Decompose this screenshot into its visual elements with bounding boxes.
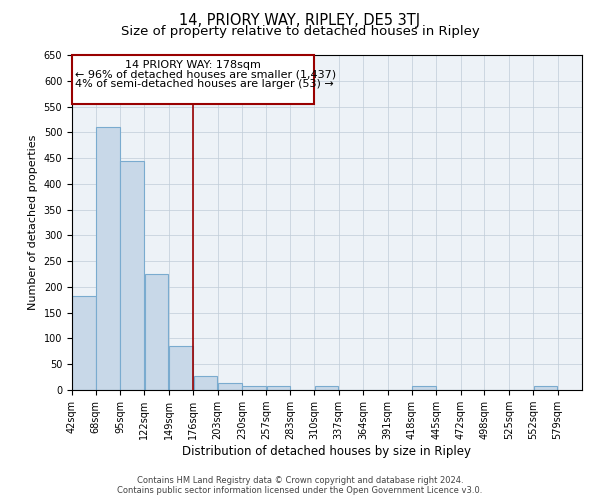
Bar	[315, 386, 338, 390]
Bar	[267, 386, 290, 390]
Bar	[145, 274, 169, 390]
Text: ← 96% of detached houses are smaller (1,437): ← 96% of detached houses are smaller (1,…	[75, 70, 336, 80]
Bar	[194, 376, 217, 390]
Text: 14 PRIORY WAY: 178sqm: 14 PRIORY WAY: 178sqm	[125, 60, 261, 70]
Text: Size of property relative to detached houses in Ripley: Size of property relative to detached ho…	[121, 25, 479, 38]
Bar	[412, 386, 436, 390]
Bar	[533, 386, 557, 390]
Y-axis label: Number of detached properties: Number of detached properties	[28, 135, 38, 310]
Text: 4% of semi-detached houses are larger (53) →: 4% of semi-detached houses are larger (5…	[75, 78, 334, 88]
Bar	[242, 386, 266, 390]
Bar	[72, 55, 314, 104]
Bar	[169, 346, 193, 390]
Bar	[120, 161, 144, 390]
X-axis label: Distribution of detached houses by size in Ripley: Distribution of detached houses by size …	[182, 445, 472, 458]
Bar	[96, 126, 119, 390]
Bar	[73, 296, 96, 390]
Text: 14, PRIORY WAY, RIPLEY, DE5 3TJ: 14, PRIORY WAY, RIPLEY, DE5 3TJ	[179, 12, 421, 28]
Bar	[218, 383, 242, 390]
Text: Contains HM Land Registry data © Crown copyright and database right 2024.
Contai: Contains HM Land Registry data © Crown c…	[118, 476, 482, 495]
